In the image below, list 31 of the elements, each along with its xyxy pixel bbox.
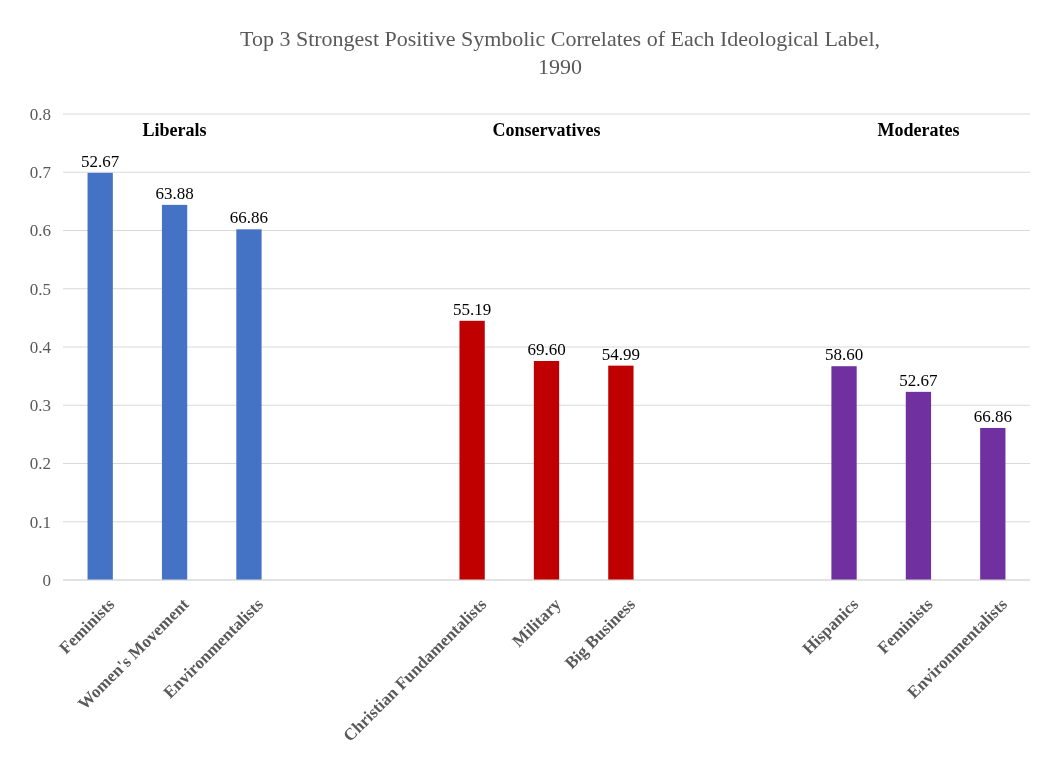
annotation: 58.60 <box>824 345 864 365</box>
annotation: Moderates <box>877 120 960 140</box>
annotation: 55.19 <box>452 299 492 319</box>
y-tick-label: 0.6 <box>29 221 51 241</box>
bar <box>831 366 857 580</box>
y-tick-label: 0.2 <box>29 454 51 474</box>
y-tick-label: 0.8 <box>29 104 51 124</box>
y-tick-label: 0.1 <box>29 512 51 532</box>
y-tick-label: 0.3 <box>29 396 51 416</box>
y-tick-label: 0.5 <box>29 279 51 299</box>
chart-title: Top 3 Strongest Positive Symbolic Correlates of Each Ideological Label, 1990 <box>240 26 880 79</box>
bar <box>236 229 262 580</box>
bar <box>87 172 113 580</box>
y-tick-label: 0.7 <box>29 163 52 183</box>
annotation: 66.86 <box>973 406 1012 426</box>
annotation: 52.67 <box>899 370 939 390</box>
annotation: 66.86 <box>229 208 269 228</box>
bar <box>980 427 1006 580</box>
y-tick-label: 0 <box>42 570 51 590</box>
annotation: Liberals <box>142 120 207 140</box>
bar <box>608 365 634 580</box>
bar <box>161 204 188 580</box>
annotation: 54.99 <box>601 344 641 364</box>
annotation: 63.88 <box>155 183 194 203</box>
annotation: Conservatives <box>492 120 601 140</box>
bar <box>905 391 932 580</box>
annotation: 52.67 <box>81 151 120 171</box>
annotation: 69.60 <box>527 339 566 359</box>
bar <box>459 320 485 580</box>
y-tick-label: 0.4 <box>29 337 52 357</box>
bar <box>533 360 560 580</box>
